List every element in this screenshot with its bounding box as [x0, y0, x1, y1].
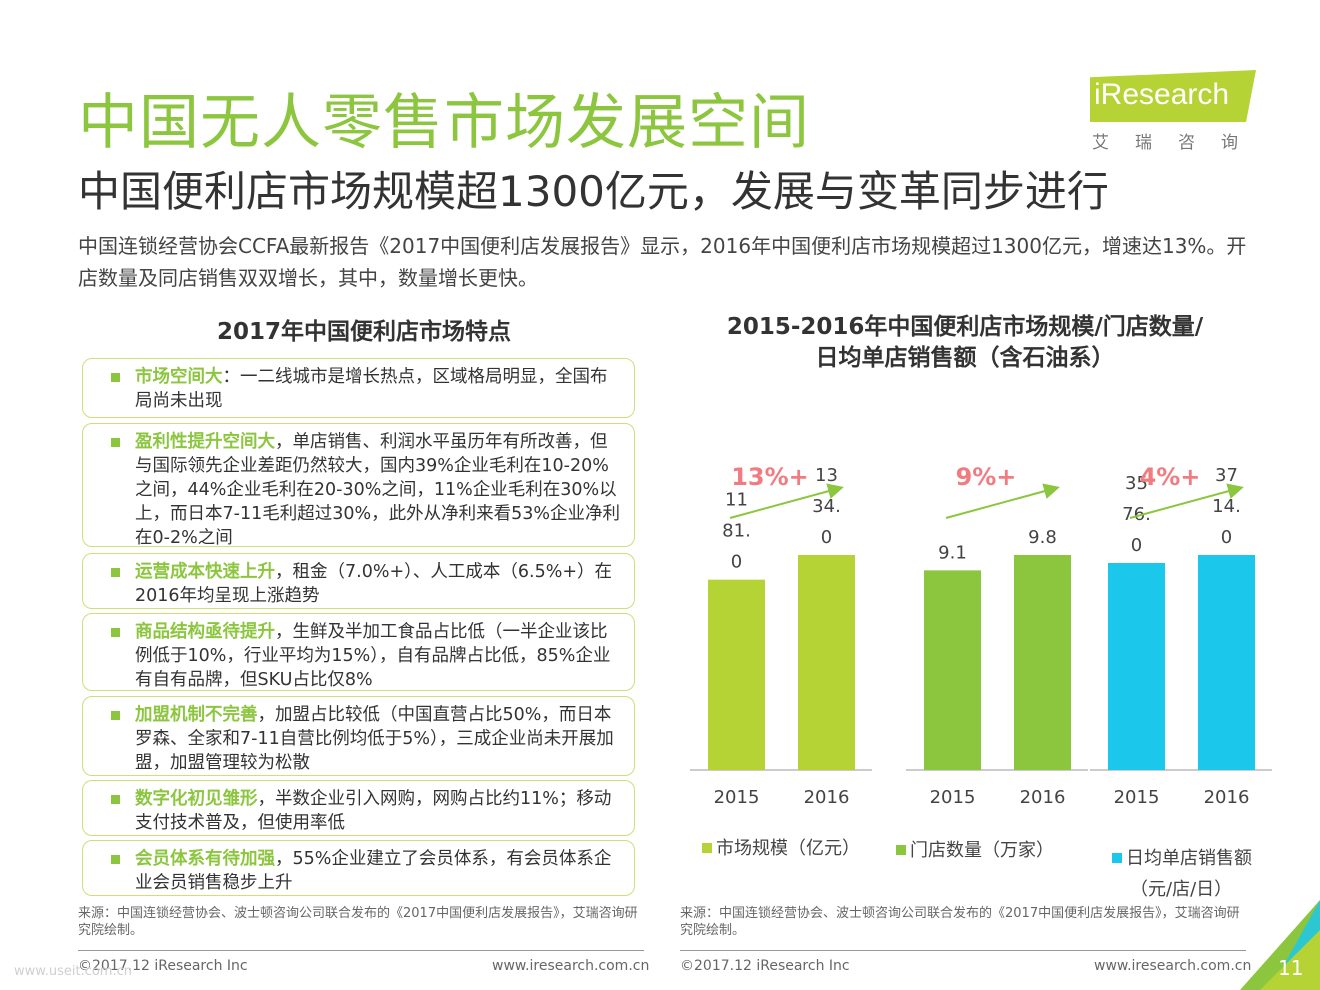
- feature-box-operating-cost: 运营成本快速上升，租金（7.0%+）、人工成本（6.5%+）在2016年均呈现上…: [82, 553, 635, 609]
- legend-item-market-size: 市场规模（亿元）: [702, 834, 860, 860]
- left-panel-title: 2017年中国便利店市场特点: [216, 319, 511, 345]
- growth-label: 13%+: [731, 463, 809, 491]
- feature-text: ，租金（7.0%+）、人工成本（6.5%+）在2016年均呈现上涨趋势: [135, 562, 612, 606]
- bar-0-1: [798, 555, 855, 770]
- bar-2-0: [1108, 562, 1165, 770]
- bullet-icon: [111, 438, 120, 447]
- data-label: 37 14. 0: [1212, 465, 1241, 548]
- intro-paragraph: 中国连锁经营协会CCFA最新报告《2017中国便利店发展报告》显示，2016年中…: [78, 234, 1247, 290]
- left-divider: [78, 950, 644, 951]
- bar-2-1: [1198, 555, 1255, 770]
- feature-box-product-structure: 商品结构亟待提升，生鲜及半加工食品占比低（一半企业该比例低于10%，行业平均为1…: [82, 613, 635, 691]
- growth-arrow: [945, 483, 1060, 519]
- bullet-icon: [111, 628, 120, 637]
- bar-1-1: [1014, 555, 1071, 770]
- feature-box-profitability: 盈利性提升空间大，单店销售、利润水平虽历年有所改善，但与国际领先企业差距仍然较大…: [82, 423, 635, 548]
- growth-arrow: [729, 483, 844, 519]
- growth-label: 9%+: [956, 463, 1017, 491]
- x-tick-label: 2015: [714, 787, 760, 808]
- feature-text: ，55%企业建立了会员体系，有会员体系企业会员销售稳步上升: [135, 849, 612, 893]
- bullet-icon: [111, 373, 120, 382]
- right-source-note: 来源：中国连锁经营协会、波士顿咨询公司联合发布的《2017中国便利店发展报告》，…: [680, 906, 1240, 938]
- legend-item-daily-sales-unit: （元/店/日）: [1130, 879, 1233, 900]
- legend-label: 门店数量（万家）: [910, 840, 1054, 861]
- x-tick-label: 2015: [1114, 787, 1160, 808]
- bullet-icon: [111, 711, 120, 720]
- data-label: 11 81. 0: [722, 490, 751, 573]
- feature-box-digitalization: 数字化初见雏形，半数企业引入网购，网购占比约11%；移动支付技术普及，但使用率低: [82, 780, 635, 836]
- feature-text: ，单店销售、利润水平虽历年有所改善，但与国际领先企业差距仍然较大，国内39%企业…: [135, 432, 621, 548]
- page-title: 中国无人零售市场发展空间: [78, 88, 810, 158]
- chart-title: 2015-2016年中国便利店市场规模/门店数量/ 日均单店销售额（含石油系）: [680, 312, 1250, 374]
- right-divider: [680, 950, 1246, 951]
- feature-keyword: 商品结构亟待提升: [135, 622, 275, 642]
- growth-label: 4%+: [1140, 463, 1201, 491]
- feature-keyword: 市场空间大: [135, 367, 223, 387]
- legend-swatch: [896, 845, 906, 855]
- feature-box-membership: 会员体系有待加强，55%企业建立了会员体系，有会员体系企业会员销售稳步上升: [82, 840, 635, 896]
- left-copyright: ©2017.12 iResearch Inc: [78, 958, 248, 974]
- feature-keyword: 加盟机制不完善: [135, 705, 258, 725]
- legend-label: 市场规模（亿元）: [716, 838, 860, 859]
- logo-text: iResearch: [1094, 78, 1230, 111]
- left-source-note: 来源：中国连锁经营协会、波士顿咨询公司联合发布的《2017中国便利店发展报告》，…: [78, 906, 638, 938]
- bar-1-0: [924, 570, 981, 770]
- bullet-icon: [111, 568, 120, 577]
- data-label: 9.8: [1028, 527, 1057, 548]
- feature-keyword: 运营成本快速上升: [135, 562, 275, 582]
- bullet-icon: [111, 795, 120, 804]
- legend-swatch: [1112, 853, 1122, 863]
- chart-title-line1: 2015-2016年中国便利店市场规模/门店数量/: [726, 314, 1204, 340]
- feature-keyword: 盈利性提升空间大: [135, 432, 275, 452]
- right-copyright: ©2017.12 iResearch Inc: [680, 958, 850, 974]
- legend-item-daily-sales: 日均单店销售额: [1112, 844, 1252, 870]
- feature-keyword: 数字化初见雏形: [135, 789, 258, 809]
- legend-item-store-count: 门店数量（万家）: [896, 836, 1054, 862]
- x-tick-label: 2016: [1204, 787, 1250, 808]
- data-label: 35 76. 0: [1122, 473, 1151, 556]
- feature-box-market-space: 市场空间大：一二线城市是增长热点，区域格局明显，全国布局尚未出现: [82, 358, 635, 418]
- bar-0-0: [708, 579, 765, 770]
- watermark: www.useit.com.cn: [14, 964, 132, 979]
- logo-banner: [1090, 70, 1256, 122]
- data-label: 9.1: [938, 542, 967, 563]
- page-number: 11: [1278, 956, 1304, 980]
- page-corner-decoration: [1240, 900, 1320, 990]
- chart-title-line2: 日均单店销售额（含石油系）: [815, 345, 1115, 371]
- iresearch-logo: iResearch 艾瑞咨询: [1090, 70, 1260, 160]
- right-website-link[interactable]: www.iresearch.com.cn: [1094, 958, 1252, 974]
- bar-chart: 11 81. 0 2015 13 34. 0 2016 13%+ 9.1 2015 9.8 2016 9%…: [690, 463, 1272, 808]
- growth-arrow: [1129, 483, 1244, 519]
- data-label: 13 34. 0: [812, 465, 841, 548]
- feature-keyword: 会员体系有待加强: [135, 849, 275, 869]
- legend-swatch: [702, 843, 712, 853]
- x-tick-label: 2016: [1020, 787, 1066, 808]
- x-tick-label: 2016: [804, 787, 850, 808]
- feature-text: ，加盟占比较低（中国直营占比50%，而日本罗森、全家和7-11自营比例均低于5%…: [135, 705, 614, 773]
- x-tick-label: 2015: [930, 787, 976, 808]
- page-subtitle: 中国便利店市场规模超1300亿元，发展与变革同步进行: [78, 167, 1109, 216]
- feature-text: ，生鲜及半加工食品占比低（一半企业该比例低于10%，行业平均为15%），自有品牌…: [135, 622, 611, 690]
- left-website-link[interactable]: www.iresearch.com.cn: [492, 958, 650, 974]
- logo-cn-text: 艾瑞咨询: [1092, 133, 1264, 153]
- feature-box-franchise: 加盟机制不完善，加盟占比较低（中国直营占比50%，而日本罗森、全家和7-11自营…: [82, 696, 635, 776]
- feature-text: ：一二线城市是增长热点，区域格局明显，全国布局尚未出现: [135, 367, 608, 411]
- bullet-icon: [111, 855, 120, 864]
- legend-label: 日均单店销售额: [1126, 848, 1252, 869]
- feature-text: ，半数企业引入网购，网购占比约11%；移动支付技术普及，但使用率低: [135, 789, 612, 833]
